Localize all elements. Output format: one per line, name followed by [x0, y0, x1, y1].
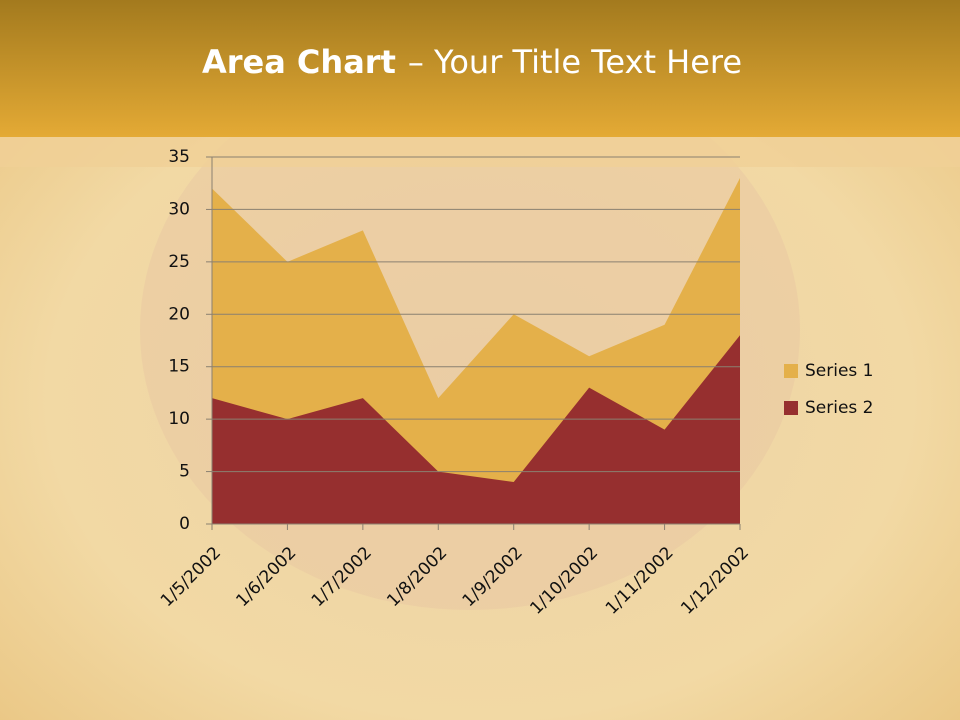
chart-title: Area Chart – Your Title Text Here: [202, 43, 742, 81]
title-rest: – Your Title Text Here: [408, 43, 742, 81]
y-tick-label: 20: [168, 304, 190, 324]
legend-label: Series 1: [805, 361, 874, 381]
header-band: [0, 137, 960, 167]
y-tick-label: 10: [168, 409, 190, 429]
legend-label: Series 2: [805, 398, 874, 418]
y-tick-label: 30: [168, 199, 190, 219]
y-tick-label: 5: [179, 462, 190, 482]
legend-swatch: [784, 364, 798, 378]
title-bold: Area Chart: [202, 43, 396, 81]
y-tick-label: 25: [168, 252, 190, 272]
area: [212, 335, 740, 524]
legend-swatch: [784, 401, 798, 415]
y-tick-label: 35: [168, 147, 190, 167]
header: [0, 0, 960, 137]
y-tick-label: 15: [168, 357, 190, 377]
y-tick-label: 0: [179, 514, 190, 534]
